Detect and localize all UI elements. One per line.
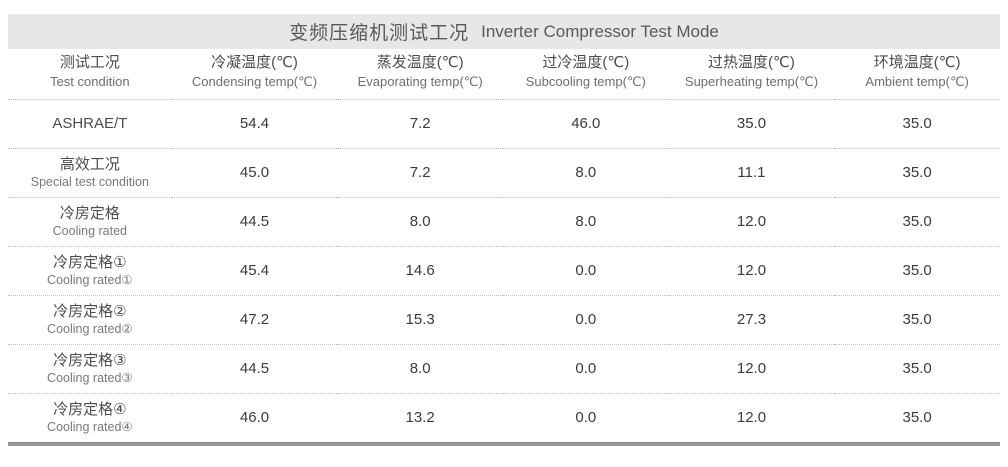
row-label-en: Special test condition: [30, 175, 149, 189]
cell-value: 54.4: [171, 99, 338, 149]
row-label-cell: ASHRAE/T: [8, 99, 172, 149]
col-header-en: Evaporating temp(℃): [357, 74, 483, 90]
cell-value: 35.0: [668, 99, 835, 149]
cell-value: 0.0: [502, 246, 669, 296]
cell-value: 46.0: [239, 409, 270, 427]
cell-value: 35.0: [834, 344, 1000, 394]
row-label-en: Cooling rated④: [47, 420, 133, 435]
table-row-ashrae-t: ASHRAE/T 54.4 7.2 46.0 35.0 35.0: [8, 99, 1000, 149]
row-label-en: Cooling rated①: [47, 273, 133, 287]
col-header-condensing-temp: 冷凝温度(℃) Condensing temp(℃): [171, 49, 338, 100]
cell-value: 35.0: [834, 148, 1000, 198]
col-header-subcooling-temp: 过冷温度(℃) Subcooling temp(℃): [502, 49, 669, 100]
cell-value: 35.0: [834, 99, 1000, 149]
cell-value: 8.0: [502, 197, 669, 247]
row-label-en: Cooling rated: [52, 224, 128, 238]
row-label-zh: 冷房定格③: [53, 352, 127, 369]
cell-value: 8.0: [337, 344, 503, 394]
table-title-bar: 变频压缩机测试工况 Inverter Compressor Test Mode: [8, 14, 1000, 49]
table-row-cooling-rated-4: 冷房定格④ Cooling rated④ 46.0 13.2 0.0 12.0 …: [8, 393, 1000, 442]
cell-value: 12.0: [668, 246, 835, 296]
col-header-superheating-temp: 过热温度(℃) Superheating temp(℃): [668, 49, 835, 100]
col-header-en: Superheating temp(℃): [684, 74, 819, 90]
col-header-en: Condensing temp(℃): [191, 74, 318, 90]
col-header-en: Ambient temp(℃): [865, 74, 969, 90]
row-label-zh: ASHRAE/T: [52, 115, 128, 132]
cell-value: 13.2: [405, 409, 435, 427]
table-row-cooling-rated-1: 冷房定格① Cooling rated① 45.4 14.6 0.0 12.0 …: [8, 246, 1000, 296]
cell-value: 15.3: [337, 295, 503, 345]
col-header-zh: 测试工况: [59, 54, 120, 72]
cell-value: 7.2: [337, 148, 503, 198]
cell-value: 12.0: [668, 344, 835, 394]
row-label-en: Cooling rated③: [47, 371, 133, 385]
col-header-zh: 环境温度(℃): [873, 54, 961, 72]
row-label-zh: 冷房定格①: [53, 254, 127, 271]
cell-value: 14.6: [337, 246, 503, 296]
col-header-en: Subcooling temp(℃): [525, 74, 646, 90]
row-label-cell: 高效工况 Special test condition: [8, 148, 172, 198]
cell-value: 46.0: [502, 99, 669, 149]
header-row: 测试工况 Test condition 冷凝温度(℃) Condensing t…: [8, 49, 1000, 100]
table-row-special-test-condition: 高效工况 Special test condition 45.0 7.2 8.0…: [8, 148, 1000, 198]
cell-value: 47.2: [171, 295, 338, 345]
cell-value: 7.2: [337, 99, 503, 149]
cell-value: 0.0: [575, 409, 597, 427]
row-label-cell: 冷房定格 Cooling rated: [8, 197, 172, 247]
spec-table-sheet: 变频压缩机测试工况 Inverter Compressor Test Mode …: [8, 14, 1000, 446]
cell-value: 44.5: [171, 344, 338, 394]
cell-value: 45.4: [171, 246, 338, 296]
row-label-zh: 冷房定格②: [53, 303, 127, 320]
col-header-test-condition: 测试工况 Test condition: [8, 49, 172, 100]
row-label-cell: 冷房定格② Cooling rated②: [8, 295, 172, 345]
row-label-cell: 冷房定格③ Cooling rated③: [8, 344, 172, 394]
cell-value: 35.0: [834, 197, 1000, 247]
col-header-en: Test condition: [50, 74, 130, 90]
table-row-cooling-rated-3: 冷房定格③ Cooling rated③ 44.5 8.0 0.0 12.0 3…: [8, 344, 1000, 394]
cell-value: 8.0: [337, 197, 503, 247]
col-header-zh: 冷凝温度(℃): [211, 54, 298, 72]
cell-value: 44.5: [171, 197, 338, 247]
row-label-cell: 冷房定格① Cooling rated①: [8, 246, 172, 296]
cell-value: 35.0: [834, 246, 1000, 296]
cell-value: 0.0: [502, 295, 669, 345]
table-row-cooling-rated-2: 冷房定格② Cooling rated② 47.2 15.3 0.0 27.3 …: [8, 295, 1000, 345]
row-label-zh: 冷房定格: [59, 205, 120, 222]
table-title-en: Inverter Compressor Test Mode: [481, 21, 719, 41]
row-label-cell: 冷房定格④ Cooling rated④: [8, 393, 172, 442]
cell-value: 11.1: [668, 148, 835, 198]
cell-value: 27.3: [668, 295, 835, 345]
row-label-zh: 冷房定格④: [53, 401, 127, 419]
table-row-cooling-rated: 冷房定格 Cooling rated 44.5 8.0 8.0 12.0 35.…: [8, 197, 1000, 247]
test-mode-table: 测试工况 Test condition 冷凝温度(℃) Condensing t…: [8, 49, 1000, 442]
row-label-en: Cooling rated②: [47, 322, 133, 336]
cell-value: 8.0: [502, 148, 669, 198]
table-title-zh: 变频压缩机测试工况: [289, 23, 470, 44]
cell-value: 45.0: [171, 148, 338, 198]
col-header-zh: 蒸发温度(℃): [376, 54, 464, 72]
col-header-ambient-temp: 环境温度(℃) Ambient temp(℃): [834, 49, 1000, 100]
cell-value: 0.0: [502, 344, 669, 394]
table-bottom-rule: [8, 442, 1000, 446]
col-header-zh: 过冷温度(℃): [542, 54, 630, 72]
cell-value: 35.0: [902, 409, 932, 427]
col-header-evaporating-temp: 蒸发温度(℃) Evaporating temp(℃): [337, 49, 503, 100]
cell-value: 35.0: [834, 295, 1000, 345]
row-label-zh: 高效工况: [59, 156, 120, 173]
col-header-zh: 过热温度(℃): [708, 54, 795, 72]
cell-value: 12.0: [736, 409, 767, 427]
cell-value: 12.0: [668, 197, 835, 247]
